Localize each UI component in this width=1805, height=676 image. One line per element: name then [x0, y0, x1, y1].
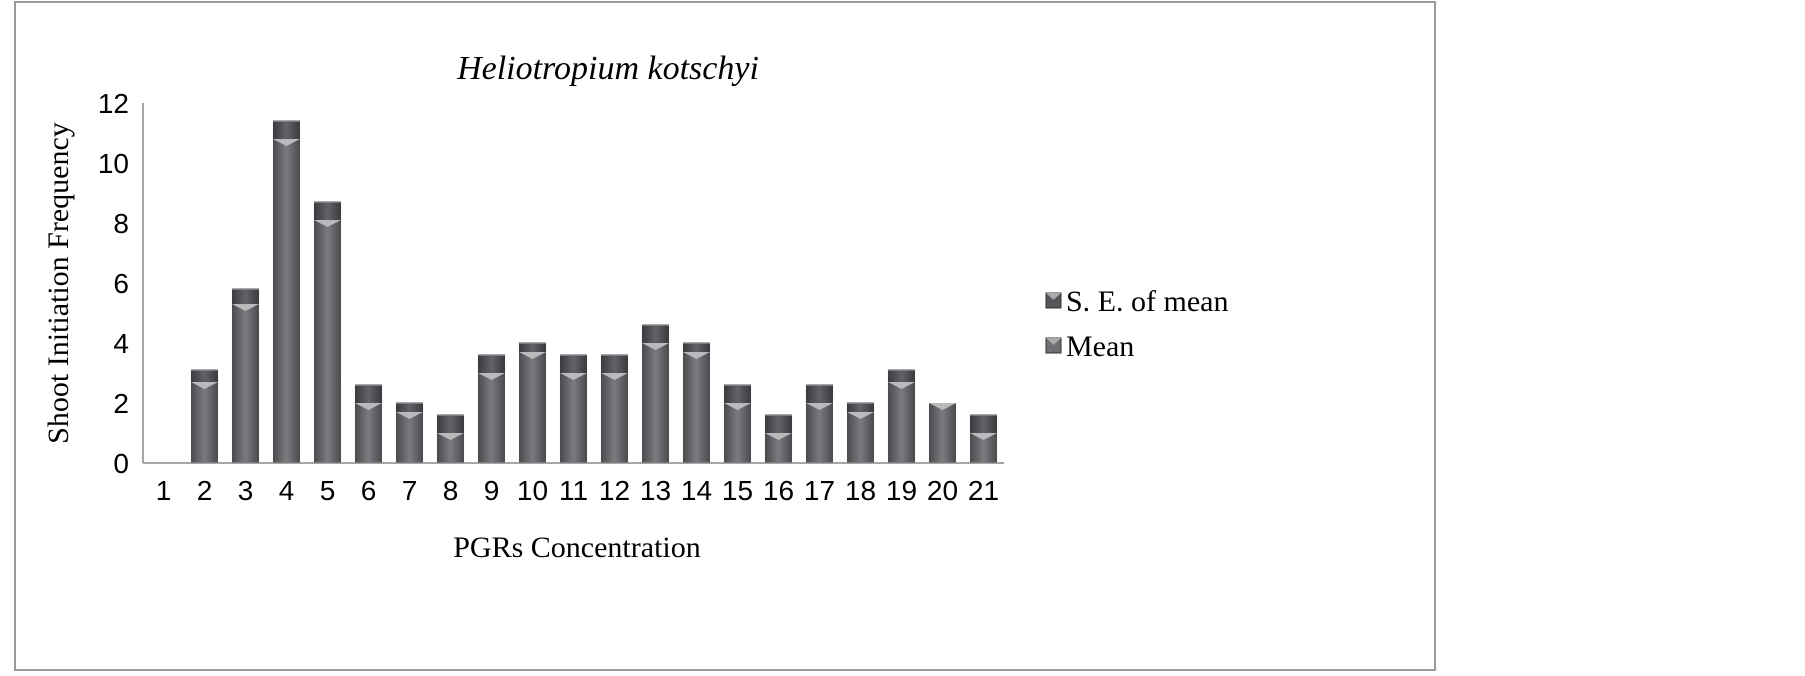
bar-se — [518, 343, 547, 352]
bar-mean-bevel — [600, 373, 629, 380]
bar-mean-bevel — [395, 412, 424, 419]
x-tick-label: 16 — [763, 475, 794, 506]
bar-mean — [313, 220, 342, 463]
x-tick-label: 13 — [640, 475, 671, 506]
bar-mean — [395, 412, 424, 463]
bar-se — [600, 355, 629, 373]
bar-mean — [887, 382, 916, 463]
bar-mean — [682, 352, 711, 463]
bar-mean-bevel — [641, 343, 670, 350]
y-tick-label: 0 — [113, 448, 129, 479]
x-tick-label: 7 — [402, 475, 418, 506]
bar-se — [231, 289, 260, 304]
bar-mean-bevel — [682, 352, 711, 359]
y-tick-label: 12 — [98, 88, 129, 119]
bar-se — [354, 385, 383, 403]
legend-label: Mean — [1066, 330, 1134, 363]
bar-se — [764, 415, 793, 433]
x-tick-label: 15 — [722, 475, 753, 506]
y-tick-label: 4 — [113, 328, 129, 359]
bar-se — [682, 343, 711, 352]
bar-mean-bevel — [846, 412, 875, 419]
bar-se — [436, 415, 465, 433]
bar-mean — [559, 373, 588, 463]
x-tick-label: 12 — [599, 475, 630, 506]
bar-mean-bevel — [723, 403, 752, 410]
bar-mean-bevel — [969, 433, 998, 440]
x-tick-label: 5 — [320, 475, 336, 506]
x-tick-label: 2 — [197, 475, 213, 506]
bar-se — [969, 415, 998, 433]
bar-se — [723, 385, 752, 403]
bar-mean-bevel — [518, 352, 547, 359]
x-tick-label: 8 — [443, 475, 459, 506]
bar-se — [190, 370, 219, 382]
y-tick-label: 2 — [113, 388, 129, 419]
bar-mean — [190, 382, 219, 463]
bar-mean-bevel — [477, 373, 506, 380]
bar-se — [559, 355, 588, 373]
bar-se — [805, 385, 834, 403]
legend: S. E. of mean Mean — [1045, 285, 1228, 363]
bar-se — [641, 325, 670, 343]
bar-mean-bevel — [436, 433, 465, 440]
y-tick-label: 10 — [98, 148, 129, 179]
legend-label: S. E. of mean — [1066, 285, 1228, 318]
x-tick-label: 19 — [886, 475, 917, 506]
bar-mean — [600, 373, 629, 463]
bar-mean-bevel — [272, 139, 301, 146]
bar-mean-bevel — [887, 382, 916, 389]
x-tick-label: 17 — [804, 475, 835, 506]
bar-se — [313, 202, 342, 220]
bar-mean-bevel — [231, 304, 260, 311]
chart-frame: Heliotropium kotschyi 0 2 4 6 8 10 12 1 2 3 4 5 6 7 8 9… — [14, 1, 1436, 671]
legend-swatch-bevel — [1046, 338, 1061, 345]
bar-mean-bevel — [354, 403, 383, 410]
x-axis-title: PGRs Concentration — [453, 531, 701, 564]
x-tick-label: 4 — [279, 475, 295, 506]
bar-se — [887, 370, 916, 382]
x-tick-label: 18 — [845, 475, 876, 506]
x-tick-label: 1 — [156, 475, 172, 506]
bar-mean — [805, 403, 834, 463]
legend-swatch-bevel — [1046, 293, 1061, 300]
bar-mean — [723, 403, 752, 463]
bar-mean-bevel — [928, 403, 957, 410]
bar-mean — [641, 343, 670, 463]
bar-mean — [477, 373, 506, 463]
x-tick-label: 20 — [927, 475, 958, 506]
bar-se — [395, 403, 424, 412]
bar-mean — [231, 304, 260, 463]
chart-title: Heliotropium kotschyi — [456, 50, 759, 87]
y-tick-label: 6 — [113, 268, 129, 299]
bar-mean — [354, 403, 383, 463]
y-axis-title: Shoot Initiation Frequency — [42, 122, 75, 444]
bar-mean-bevel — [764, 433, 793, 440]
x-tick-label: 6 — [361, 475, 377, 506]
bar-mean-bevel — [805, 403, 834, 410]
bar-mean-bevel — [313, 220, 342, 227]
bar-mean — [846, 412, 875, 463]
x-tick-label: 10 — [517, 475, 548, 506]
x-tick-label: 11 — [559, 475, 588, 506]
x-tick-label: 3 — [238, 475, 254, 506]
bar-mean — [518, 352, 547, 463]
bar-se — [272, 121, 301, 139]
bar-mean — [928, 403, 957, 463]
bar-mean — [272, 139, 301, 463]
x-tick-label: 21 — [968, 475, 999, 506]
bar-mean-bevel — [190, 382, 219, 389]
x-tick-label: 14 — [681, 475, 712, 506]
bar-mean-bevel — [559, 373, 588, 380]
bar-se — [477, 355, 506, 373]
y-tick-label: 8 — [113, 208, 129, 239]
x-tick-label: 9 — [484, 475, 500, 506]
bar-se — [846, 403, 875, 412]
